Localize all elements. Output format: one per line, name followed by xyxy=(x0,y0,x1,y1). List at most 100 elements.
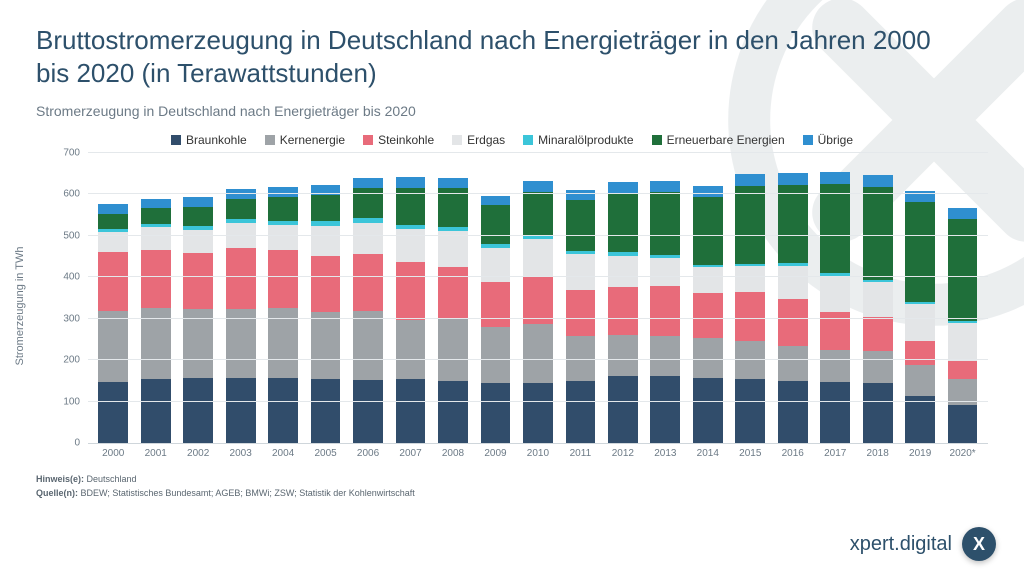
bar-segment xyxy=(905,304,935,341)
bar-segment xyxy=(735,379,765,443)
bar-segment xyxy=(863,175,893,187)
y-tick-label: 200 xyxy=(63,355,80,366)
bar-segment xyxy=(396,320,426,378)
x-tick-label: 2000 xyxy=(92,448,134,459)
x-tick-label: 2017 xyxy=(814,448,856,459)
bar-column xyxy=(432,178,474,444)
bar-segment xyxy=(735,266,765,292)
bar-column xyxy=(177,197,219,443)
footer-notes: Hinweis(e): Deutschland Quelle(n): BDEW;… xyxy=(36,473,988,500)
bar-segment xyxy=(735,186,765,264)
x-tick-label: 2005 xyxy=(304,448,346,459)
bar-column xyxy=(687,186,729,443)
bar-segment xyxy=(523,324,553,382)
y-axis-label: Stromerzeugung in TWh xyxy=(14,246,26,365)
hinweis-text: Deutschland xyxy=(87,474,137,484)
bar-segment xyxy=(608,193,638,253)
bar-segment xyxy=(863,282,893,316)
bar-segment xyxy=(905,341,935,365)
chart-area: Stromerzeugung in TWh 010020030040050060… xyxy=(48,153,988,459)
brand-text: xpert.digital xyxy=(850,533,952,556)
bar-segment xyxy=(948,323,978,361)
y-tick-label: 700 xyxy=(63,148,80,159)
legend-swatch xyxy=(523,135,533,145)
bar-segment xyxy=(778,185,808,264)
legend-label: Erdgas xyxy=(467,133,505,147)
legend-swatch xyxy=(363,135,373,145)
bar-segment xyxy=(693,186,723,197)
legend-swatch xyxy=(652,135,662,145)
x-tick-label: 2019 xyxy=(899,448,941,459)
bar-segment xyxy=(268,250,298,308)
chart-subtitle: Stromerzeugung in Deutschland nach Energ… xyxy=(36,103,988,119)
y-tick-label: 600 xyxy=(63,189,80,200)
bar-segment xyxy=(141,227,171,250)
bar-segment xyxy=(141,250,171,308)
x-tick-label: 2008 xyxy=(432,448,474,459)
bar-segment xyxy=(311,256,341,312)
bar-segment xyxy=(396,177,426,188)
bar-column xyxy=(814,172,856,443)
plot-area: 0100200300400500600700 xyxy=(88,153,988,444)
page-title: Bruttostromerzeugung in Deutschland nach… xyxy=(36,24,956,89)
bar-segment xyxy=(523,239,553,276)
legend-item: Braunkohle xyxy=(171,133,247,147)
x-tick-label: 2014 xyxy=(687,448,729,459)
legend-label: Kernenergie xyxy=(280,133,345,147)
bar-segment xyxy=(820,350,850,381)
bar-segment xyxy=(353,223,383,254)
x-tick-label: 2004 xyxy=(262,448,304,459)
bar-segment xyxy=(396,379,426,443)
quelle-label: Quelle(n): xyxy=(36,488,78,498)
bar-column xyxy=(92,204,134,443)
bar-segment xyxy=(141,199,171,208)
bar-segment xyxy=(523,192,553,236)
x-tick-label: 2016 xyxy=(772,448,814,459)
bar-segment xyxy=(566,200,596,251)
bar-segment xyxy=(226,309,256,377)
bar-segment xyxy=(396,262,426,321)
legend-label: Übrige xyxy=(818,133,853,147)
bar-column xyxy=(941,208,983,443)
bar-column xyxy=(134,199,176,443)
bar-segment xyxy=(226,248,256,309)
bar-segment xyxy=(905,396,935,443)
legend-label: Steinkohle xyxy=(378,133,434,147)
bar-segment xyxy=(523,181,553,192)
x-axis: 2000200120022003200420052006200720082009… xyxy=(88,444,988,459)
bar-segment xyxy=(438,188,468,227)
bar-segment xyxy=(438,178,468,188)
bar-segment xyxy=(650,336,680,376)
legend-swatch xyxy=(803,135,813,145)
bar-segment xyxy=(650,258,680,286)
bar-segment xyxy=(183,309,213,377)
bar-segment xyxy=(650,192,680,255)
bar-segment xyxy=(523,383,553,443)
brand: xpert.digital X xyxy=(850,527,996,561)
bar-segment xyxy=(778,173,808,185)
bar-segment xyxy=(98,232,128,252)
x-tick-label: 2020* xyxy=(941,448,983,459)
x-tick-label: 2015 xyxy=(729,448,771,459)
brand-badge-icon: X xyxy=(962,527,996,561)
bar-column xyxy=(602,182,644,443)
bar-segment xyxy=(820,172,850,184)
x-tick-label: 2006 xyxy=(347,448,389,459)
bar-column xyxy=(474,196,516,443)
x-tick-label: 2010 xyxy=(517,448,559,459)
bar-segment xyxy=(608,256,638,287)
legend-label: Braunkohle xyxy=(186,133,247,147)
bar-column xyxy=(347,178,389,443)
legend-swatch xyxy=(265,135,275,145)
bar-segment xyxy=(863,317,893,351)
quelle-text: BDEW; Statistisches Bundesamt; AGEB; BMW… xyxy=(81,488,415,498)
bar-column xyxy=(856,175,898,443)
x-tick-label: 2001 xyxy=(134,448,176,459)
bar-segment xyxy=(98,382,128,443)
bar-segment xyxy=(693,293,723,339)
bar-segment xyxy=(608,376,638,443)
bar-segment xyxy=(311,226,341,256)
bar-segment xyxy=(650,286,680,337)
bar-segment xyxy=(226,223,256,249)
bar-segment xyxy=(481,282,511,327)
